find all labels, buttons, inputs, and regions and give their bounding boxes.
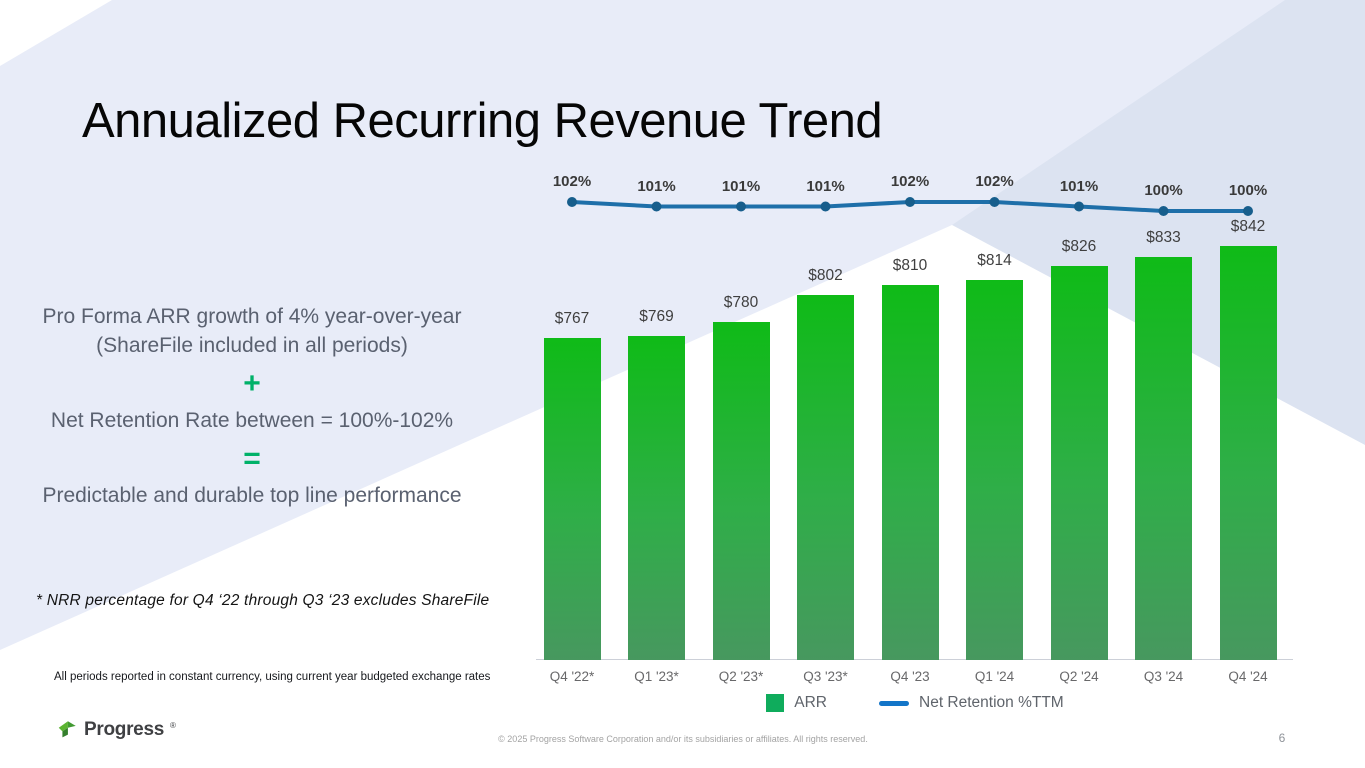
line-marker-dot bbox=[1158, 206, 1169, 216]
legend-arr-label: ARR bbox=[794, 694, 827, 711]
bar-value-label: $814 bbox=[977, 252, 1012, 270]
arr-bar-q123 bbox=[628, 335, 685, 660]
bar-value-label: $833 bbox=[1146, 229, 1181, 247]
arr-bar-q323 bbox=[797, 295, 854, 660]
x-axis-label: Q4 '24 bbox=[1228, 669, 1268, 684]
bar-value-label: $810 bbox=[892, 257, 928, 275]
x-axis-label: Q2 '24 bbox=[1059, 669, 1099, 684]
progress-logo-text: Progress bbox=[84, 719, 164, 740]
legend-item-nrr: Net Retention %TTM bbox=[879, 694, 1064, 712]
nrr-percent-label: 100% bbox=[1144, 182, 1183, 199]
x-axis-label: Q3 '24 bbox=[1143, 669, 1184, 684]
bg-top-left-triangle bbox=[0, 0, 112, 66]
progress-logo-icon bbox=[58, 721, 76, 738]
bar-value-label: $826 bbox=[1061, 237, 1097, 255]
arr-bar-q224 bbox=[1050, 265, 1108, 660]
bar-value-label: $780 bbox=[723, 294, 759, 312]
slide-title: Annualized Recurring Revenue Trend bbox=[82, 93, 883, 148]
nrr-percent-label: 102% bbox=[552, 173, 592, 190]
x-axis-label: Q4 '22* bbox=[549, 669, 595, 684]
line-marker-dot bbox=[1243, 206, 1253, 216]
arr-bar-q422 bbox=[543, 338, 601, 660]
plus-sign: + bbox=[243, 367, 261, 400]
arr-bar-q424 bbox=[1219, 245, 1277, 660]
equals-sign: = bbox=[243, 442, 261, 475]
summary-block: Pro Forma ARR growth of 4% year-over-yea… bbox=[28, 302, 476, 510]
copyright-text: © 2025 Progress Software Corporation and… bbox=[498, 734, 868, 744]
footnote: * NRR percentage for Q4 ‘22 through Q3 ‘… bbox=[36, 592, 490, 609]
line-marker-dot bbox=[567, 197, 577, 207]
legend-nrr-label: Net Retention %TTM bbox=[919, 694, 1064, 711]
legend-item-arr: ARR bbox=[766, 694, 827, 712]
arr-bar-q423 bbox=[881, 285, 939, 660]
legend-nrr-line-icon bbox=[879, 700, 909, 706]
registered-mark: ® bbox=[169, 721, 176, 730]
line-marker-dot bbox=[989, 197, 1000, 207]
x-axis-label: Q1 '23* bbox=[634, 669, 679, 684]
x-axis-label: Q4 '23 bbox=[890, 669, 930, 684]
x-axis-label: Q2 '23* bbox=[718, 669, 764, 684]
line-marker-dot bbox=[736, 201, 746, 212]
arr-bar-q223 bbox=[712, 322, 770, 660]
line-marker-dot bbox=[1074, 201, 1084, 212]
chart-legend: ARR Net Retention %TTM bbox=[530, 694, 1300, 712]
summary-line-2: Net Retention Rate between = 100%-102% bbox=[50, 409, 454, 432]
line-marker-dot bbox=[651, 201, 662, 212]
nrr-percent-label: 102% bbox=[975, 173, 1014, 190]
nrr-percent-label: 101% bbox=[721, 177, 761, 195]
progress-logo: Progress ® bbox=[56, 719, 176, 741]
x-axis-label: Q1 '24 bbox=[974, 669, 1015, 684]
nrr-percent-label: 101% bbox=[806, 177, 845, 195]
x-axis-label: Q3 '23* bbox=[803, 669, 848, 684]
nrr-percent-label: 101% bbox=[1059, 177, 1099, 195]
arr-bar-q124 bbox=[966, 280, 1023, 660]
nrr-percent-label: 100% bbox=[1228, 182, 1268, 199]
summary-line-1: Pro Forma ARR growth of 4% year-over-yea… bbox=[42, 305, 462, 357]
bar-value-label: $802 bbox=[808, 267, 843, 285]
line-marker-dot bbox=[820, 201, 831, 212]
page-number: 6 bbox=[1278, 731, 1286, 745]
nrr-percent-label: 101% bbox=[637, 177, 676, 195]
bar-value-label: $767 bbox=[554, 310, 590, 328]
summary-line-3: Predictable and durable top line perform… bbox=[42, 484, 462, 507]
line-marker-dot bbox=[905, 197, 915, 207]
bar-value-label: $769 bbox=[639, 307, 674, 325]
nrr-percent-label: 102% bbox=[890, 173, 930, 190]
arr-chart: $767 102% Q4 '22* $769 101% Q1 '23* $780 101% Q2… bbox=[530, 160, 1300, 720]
legend-arr-swatch-icon bbox=[766, 694, 785, 712]
arr-bar-q324 bbox=[1135, 257, 1192, 660]
disclaimer: All periods reported in constant currenc… bbox=[54, 671, 491, 683]
bar-value-label: $842 bbox=[1230, 217, 1266, 235]
